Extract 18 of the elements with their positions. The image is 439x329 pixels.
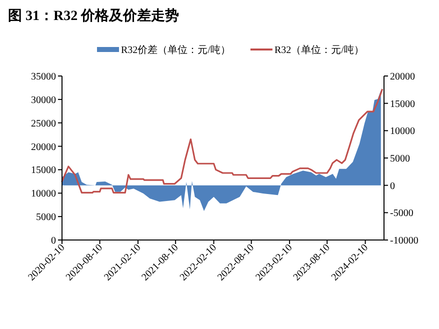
y-tick-label: 25000 (31, 118, 56, 130)
y2-tick-label: 5000 (390, 154, 410, 164)
y-tick-label: 10000 (31, 188, 56, 200)
y-tick-label: 30000 (31, 94, 56, 106)
legend-label: R32价差（单位：元/吨） (121, 44, 230, 56)
y2-tick-label: -10000 (390, 236, 418, 246)
y2-tick-label: -5000 (390, 208, 414, 220)
legend-label: R32（单位：元/吨） (274, 44, 364, 56)
y2-tick-label: 10000 (390, 126, 415, 138)
y-tick-label: 35000 (31, 72, 56, 82)
chart-title: 图 31：R32 价格及价差走势 (8, 8, 180, 24)
y2-tick-label: 20000 (390, 72, 415, 82)
y-tick-label: 15000 (31, 165, 56, 176)
y-tick-label: 20000 (31, 142, 56, 153)
y-tick-label: 5000 (36, 212, 56, 224)
y2-tick-label: 15000 (390, 98, 415, 110)
y2-tick-label: 0 (390, 180, 395, 192)
y-tick-label: 0 (51, 236, 56, 246)
